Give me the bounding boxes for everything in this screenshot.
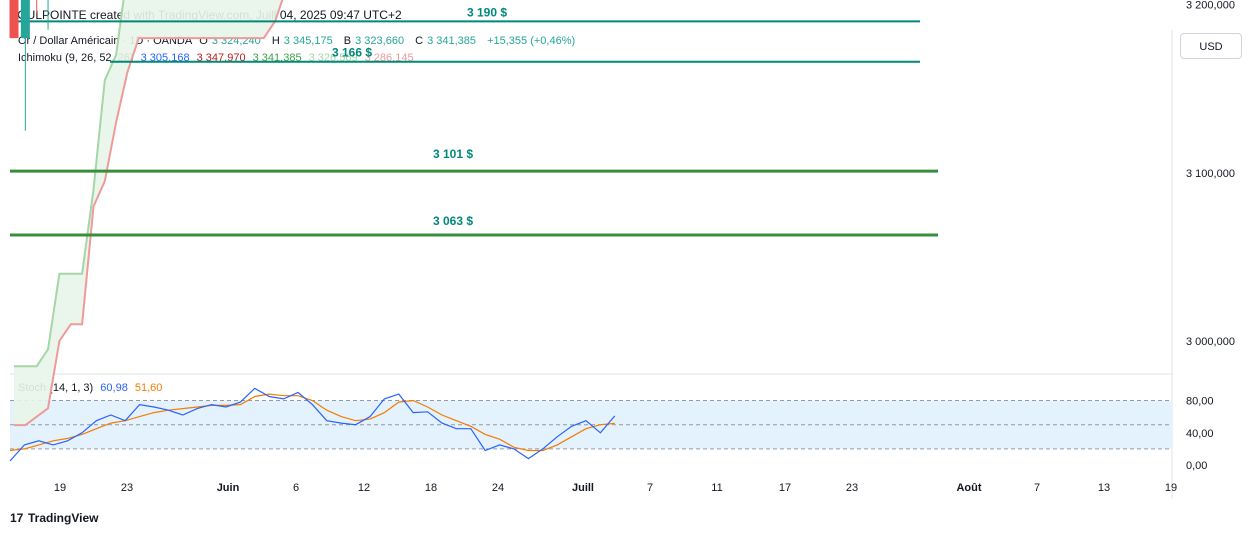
x-tick-label: 12 [358,482,370,494]
y-tick-label: 3 100,000 [1186,168,1235,180]
y-tick-label: 3 200,000 [1186,0,1235,12]
stoch-band-fill [10,400,1172,449]
tv-logo-icon: 17 [10,511,24,525]
x-tick-label: 7 [1034,482,1040,494]
open-key: O [199,35,208,47]
x-tick-label: 19 [54,482,66,494]
support-level-label: 3 063 $ [433,214,473,228]
stoch-d-value: 51,60 [134,382,163,394]
high-value: 3 345,175 [283,35,333,47]
brand-name: TradingView [28,511,99,525]
ichimoku-legend: Ichimoku (9, 26, 52, 26) 3 305,168 3 347… [18,52,418,64]
stoch-k-value: 60,98 [100,382,128,394]
x-tick-label: 7 [647,482,653,494]
ichimoku-spanB-value: 3 286,145 [364,52,414,64]
low-value: 3 323,660 [355,35,405,47]
ichimoku-label[interactable]: Ichimoku (9, 26, 52, 26) [18,52,134,64]
tradingview-logo: 17 TradingView [10,511,98,525]
x-tick-label: 6 [293,482,299,494]
ichimoku-spanA-value: 3 326,569 [308,52,358,64]
ichimoku-tenkan-value: 3 305,168 [140,52,190,64]
close-key: C [415,35,424,47]
stoch-k-line [9,387,616,462]
x-tick-label: 19 [1165,482,1177,494]
x-tick-label: 23 [846,482,858,494]
x-tick-label: 23 [121,482,133,494]
stoch-y-tick-label: 40,00 [1186,428,1214,440]
x-tick-label: 24 [492,482,504,494]
stoch-y-tick-label: 80,00 [1186,396,1214,408]
close-value: 3 341,385 [427,35,477,47]
support-level-label: 3 101 $ [433,147,473,161]
x-tick-label: Août [956,482,981,494]
x-tick-label: Juill [572,482,594,494]
y-tick-label: 3 000,000 [1186,336,1235,348]
high-key: H [271,35,280,47]
chart-header: FOULPOINTE created with TradingView.com,… [10,8,402,22]
change-value: +15,355 (+0,46%) [487,35,576,47]
stoch-y-tick-label: 0,00 [1186,460,1207,472]
ichimoku-kijun-value: 3 347,970 [196,52,246,64]
stoch-legend: Stoch (14, 1, 3) 60,98 51,60 [18,382,166,394]
stoch-label[interactable]: Stoch (14, 1, 3) [18,382,94,394]
x-tick-label: Juin [217,482,240,494]
x-tick-label: 11 [711,482,722,494]
currency-button[interactable]: USD [1180,33,1242,59]
open-value: 3 324,240 [211,35,261,47]
x-tick-label: 18 [425,482,437,494]
symbol-name[interactable]: Or / Dollar Américain · 1D · OANDA [18,35,193,47]
x-tick-label: 17 [779,482,791,494]
x-tick-label: 13 [1098,482,1110,494]
support-level-label: 3 190 $ [467,5,507,19]
low-key: B [343,35,352,47]
ichimoku-lagging-value: 3 341,385 [252,52,302,64]
stoch-d-line [9,393,615,452]
